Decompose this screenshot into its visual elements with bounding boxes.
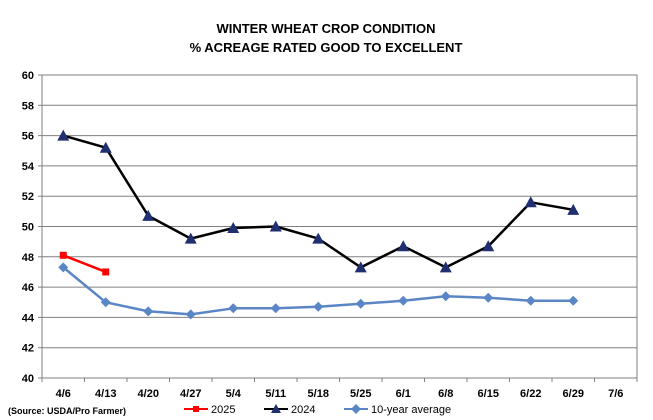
x-tick-label: 4/27: [180, 388, 201, 400]
legend: 2025 2024 10-year average: [184, 404, 451, 416]
legend-item-10-year-average: 10-year average: [344, 404, 451, 416]
legend-label-10-year-average: 10-year average: [371, 404, 451, 416]
data-point-2024: [227, 222, 240, 234]
data-point-10-year-average: [185, 309, 196, 320]
data-point-10-year-average: [100, 297, 111, 308]
data-point-2024: [567, 203, 580, 215]
y-tick-label: 58: [22, 100, 34, 112]
y-tick-label: 56: [22, 131, 34, 143]
data-point-10-year-average: [440, 291, 451, 302]
x-tick-label: 5/25: [350, 388, 371, 400]
y-tick-label: 54: [22, 161, 35, 173]
legend-swatch-avg-marker: [351, 404, 361, 414]
chart-title: WINTER WHEAT CROP CONDITION: [216, 21, 435, 36]
x-tick-label: 4/13: [95, 388, 116, 400]
series-2024: [57, 129, 580, 273]
x-tick-label: 5/18: [308, 388, 329, 400]
data-point-2024: [312, 232, 325, 244]
legend-swatch-2024-marker: [271, 404, 281, 413]
data-point-2025: [102, 268, 110, 276]
series-10-year-average: [58, 262, 579, 320]
data-point-2024: [397, 240, 410, 252]
data-point-2024: [482, 240, 495, 252]
data-point-10-year-average: [228, 303, 239, 314]
series-line-2025: [62, 254, 107, 274]
data-point-2024: [269, 220, 282, 232]
data-point-2024: [524, 196, 537, 208]
x-tick-label: 6/1: [396, 388, 411, 400]
data-point-10-year-average: [398, 295, 409, 306]
source-note: (Source: USDA/Pro Farmer): [8, 406, 126, 416]
legend-item-2025: 2025: [184, 404, 235, 416]
data-point-10-year-average: [313, 301, 324, 312]
data-point-10-year-average: [143, 306, 154, 317]
x-tick-label: 6/29: [563, 388, 584, 400]
data-point-2024: [439, 261, 452, 273]
x-tick-label: 4/20: [138, 388, 159, 400]
x-tick-label: 5/4: [226, 388, 242, 400]
y-axis-ticks: 40 42 44 46 48 50 52 54 56 58 60: [22, 70, 42, 385]
y-tick-label: 42: [22, 343, 34, 355]
data-point-10-year-average: [483, 292, 494, 303]
series-layer: [57, 129, 580, 320]
y-tick-label: 48: [22, 252, 34, 264]
y-tick-label: 46: [22, 282, 34, 294]
x-tick-label: 6/8: [438, 388, 453, 400]
x-tick-label: 4/6: [56, 388, 71, 400]
chart-subtitle: % ACREAGE RATED GOOD TO EXCELLENT: [190, 40, 463, 55]
series-2025: [59, 251, 110, 276]
x-axis-ticks: 4/6 4/13 4/20 4/27 5/4 5/11 5/18 5/25 6/1 6/8 6/15…: [41, 378, 638, 400]
data-point-2025: [59, 251, 67, 259]
legend-label-2025: 2025: [211, 404, 235, 416]
x-tick-label: 6/15: [478, 388, 499, 400]
data-point-2024: [354, 261, 367, 273]
data-point-10-year-average: [270, 303, 281, 314]
data-point-10-year-average: [525, 295, 536, 306]
y-tick-label: 52: [22, 191, 34, 203]
data-point-2024: [142, 209, 155, 221]
y-tick-label: 44: [22, 312, 35, 324]
x-tick-label: 7/6: [608, 388, 623, 400]
data-point-10-year-average: [58, 262, 69, 273]
legend-swatch-2025-marker: [193, 406, 199, 412]
data-point-10-year-average: [355, 298, 366, 309]
x-tick-label: 6/22: [520, 388, 541, 400]
legend-label-2024: 2024: [291, 404, 315, 416]
x-tick-label: 5/11: [265, 388, 286, 400]
y-tick-label: 40: [22, 373, 34, 385]
legend-item-2024: 2024: [264, 404, 315, 416]
y-tick-label: 60: [22, 70, 34, 82]
data-point-2024: [99, 141, 112, 153]
data-point-2024: [57, 129, 70, 141]
data-point-10-year-average: [568, 295, 579, 306]
y-tick-label: 50: [22, 222, 34, 234]
gridlines: [42, 104, 637, 349]
data-point-2024: [184, 232, 197, 244]
